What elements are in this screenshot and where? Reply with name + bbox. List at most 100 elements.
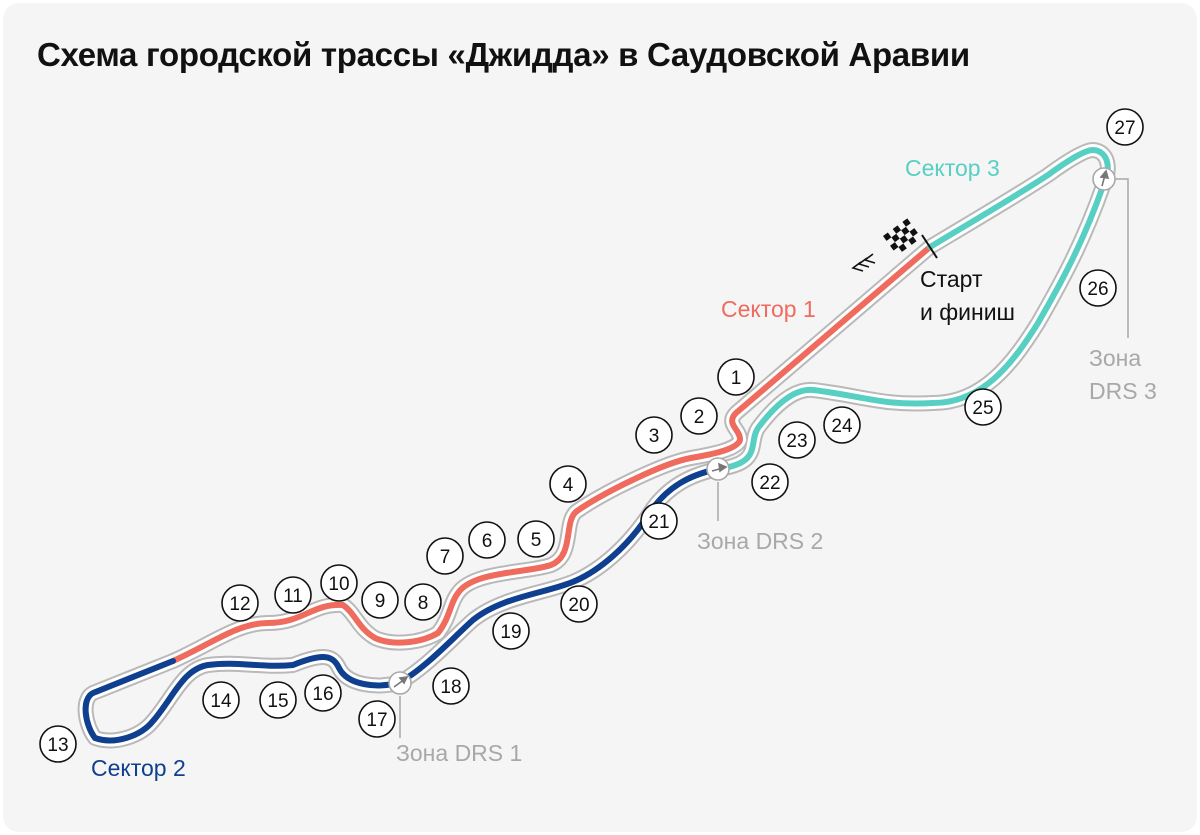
turn-circle	[404, 583, 442, 621]
turn-marker: 10	[320, 564, 358, 602]
turn-number: 15	[267, 691, 288, 712]
turn-number: 8	[418, 593, 429, 614]
turn-number: 24	[831, 416, 853, 437]
turn-marker: 13	[39, 725, 77, 763]
turn-number: 17	[366, 710, 387, 731]
turn-number: 19	[500, 622, 521, 643]
turn-circle	[1079, 269, 1117, 307]
drs3-zone-marker	[1092, 167, 1129, 338]
track-outline	[86, 150, 1108, 740]
turn-marker: 15	[259, 681, 297, 719]
turn-marker: 27	[1106, 108, 1144, 146]
turn-circle	[361, 581, 399, 619]
turn-marker: 20	[560, 585, 598, 623]
turn-number: 27	[1114, 118, 1135, 139]
turn-circle	[202, 681, 240, 719]
turn-marker: 26	[1079, 269, 1117, 307]
drs1-label: Зона DRS 1	[396, 740, 522, 766]
turn-number: 7	[440, 547, 451, 568]
turn-marker: 8	[404, 583, 442, 621]
turn-marker: 4	[549, 465, 587, 503]
drs2-zone-marker	[706, 457, 730, 521]
start-finish-label-line2: и финиш	[920, 299, 1015, 325]
drs-arrow-icon	[1099, 169, 1110, 187]
turn-circle	[517, 520, 555, 558]
turn-marker: 19	[492, 612, 530, 650]
turn-number: 4	[563, 475, 574, 496]
turn-circle	[778, 421, 816, 459]
turn-circle	[823, 406, 861, 444]
turn-marker: 22	[751, 463, 789, 501]
turn-marker: 2	[680, 397, 718, 435]
turn-circle	[549, 465, 587, 503]
turn-circle	[304, 674, 342, 712]
turn-number: 13	[47, 735, 68, 756]
turn-number: 14	[210, 691, 232, 712]
sector2-track	[86, 469, 718, 740]
turn-number: 11	[283, 586, 303, 607]
turn-circle	[259, 681, 297, 719]
turn-circle	[432, 667, 470, 705]
turn-number: 21	[648, 512, 669, 533]
turn-marker: 7	[426, 537, 464, 575]
drs3-label-line2: DRS 3	[1089, 378, 1157, 404]
map-title: Схема городской трассы «Джидда» в Саудов…	[37, 36, 970, 73]
turn-number: 23	[786, 431, 807, 452]
turn-circle	[680, 397, 718, 435]
sector2-label: Сектор 2	[91, 755, 186, 781]
turn-marker: 5	[517, 520, 555, 558]
turn-marker: 6	[468, 521, 506, 559]
turn-number: 2	[694, 407, 705, 428]
turn-circle	[39, 725, 77, 763]
turn-number: 9	[375, 591, 386, 612]
turn-marker: 3	[635, 416, 673, 454]
drs-arrow-icon	[393, 675, 409, 688]
turn-number: 1	[731, 368, 742, 389]
turn-circle	[492, 612, 530, 650]
drs-arrow-icon	[711, 462, 728, 473]
start-finish-label-line1: Старт	[920, 266, 983, 292]
turn-marker: 14	[202, 681, 240, 719]
turn-number: 3	[649, 426, 660, 447]
start-finish-line	[921, 234, 938, 259]
turn-circle	[1106, 108, 1144, 146]
turn-number: 10	[328, 574, 349, 595]
turn-number: 18	[440, 677, 461, 698]
drs2-label: Зона DRS 2	[697, 528, 823, 554]
sector3-label: Сектор 3	[905, 155, 1000, 181]
turn-circle	[751, 463, 789, 501]
turn-marker: 17	[358, 700, 396, 738]
drs3-label-line1: Зона	[1089, 345, 1141, 371]
turn-number: 5	[531, 530, 542, 551]
drs1-zone-marker	[388, 671, 412, 738]
turn-number: 25	[972, 398, 993, 419]
turn-circle	[468, 521, 506, 559]
turn-circle	[426, 537, 464, 575]
turn-marker: 1	[717, 358, 755, 396]
turn-marker: 12	[221, 584, 259, 622]
turn-number: 16	[312, 684, 333, 705]
turn-number: 22	[759, 473, 780, 494]
turn-circle	[640, 502, 678, 540]
turn-number: 20	[568, 595, 589, 616]
turn-marker: 24	[823, 406, 861, 444]
direction-chevrons-icon	[851, 253, 876, 272]
turn-circle	[964, 388, 1002, 426]
turn-marker: 23	[778, 421, 816, 459]
turn-marker: 18	[432, 667, 470, 705]
turn-number: 26	[1087, 279, 1108, 300]
turn-marker: 16	[304, 674, 342, 712]
turn-circle	[320, 564, 358, 602]
turn-marker: 25	[964, 388, 1002, 426]
turn-circle	[717, 358, 755, 396]
turn-marker: 11	[274, 576, 312, 614]
sector1-label: Сектор 1	[721, 296, 816, 322]
turn-circle	[221, 584, 259, 622]
turn-number: 6	[482, 531, 493, 552]
turn-number: 12	[229, 594, 250, 615]
turn-circle	[274, 576, 312, 614]
turn-marker: 21	[640, 502, 678, 540]
turn-circle	[635, 416, 673, 454]
turn-circle	[358, 700, 396, 738]
